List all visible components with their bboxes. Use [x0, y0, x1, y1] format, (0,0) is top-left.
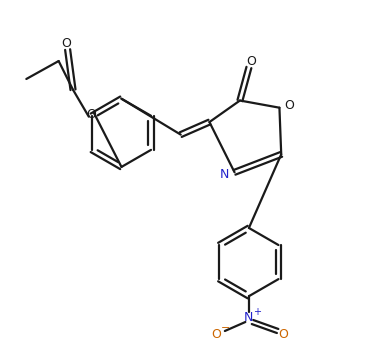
Text: N: N	[244, 311, 254, 324]
Text: O: O	[246, 55, 255, 67]
Text: O: O	[278, 328, 288, 341]
Text: O: O	[212, 328, 222, 341]
Text: −: −	[221, 323, 230, 333]
Text: O: O	[86, 108, 96, 121]
Text: +: +	[253, 307, 261, 317]
Text: O: O	[61, 37, 71, 50]
Text: N: N	[220, 168, 229, 181]
Text: O: O	[285, 99, 295, 112]
